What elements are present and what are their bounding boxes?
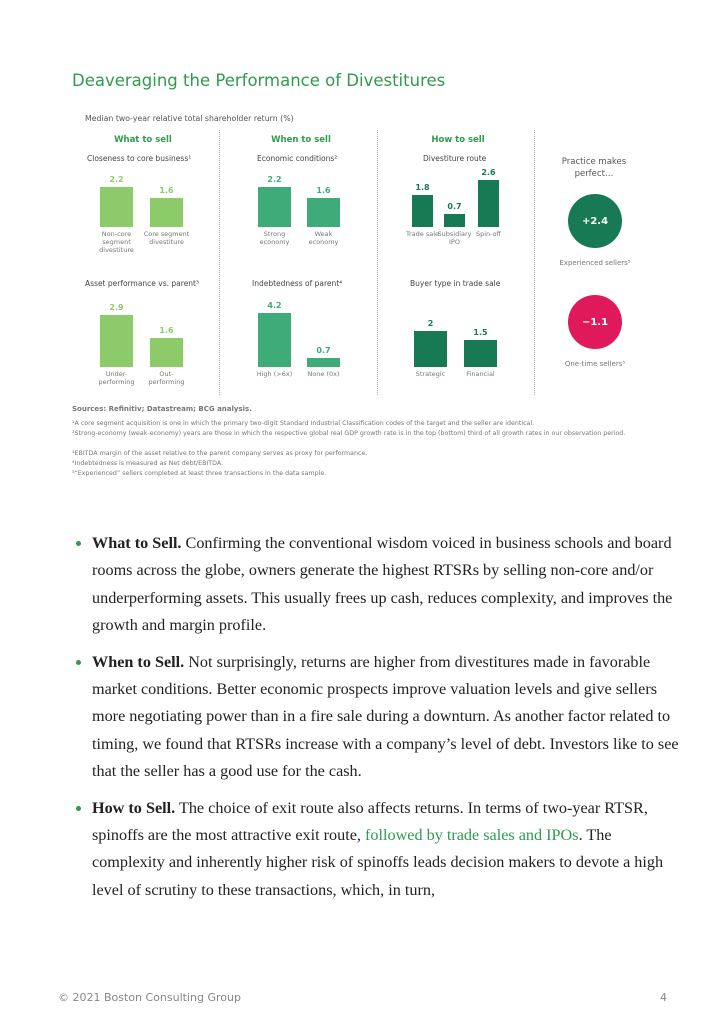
bullet-heading: When to Sell. bbox=[92, 652, 185, 671]
category-label: Weak economy bbox=[308, 230, 339, 246]
category-label: None (0x) bbox=[307, 370, 340, 378]
bar bbox=[307, 358, 340, 367]
bullet-heading: How to Sell. bbox=[92, 798, 176, 817]
value-label: 2.2 bbox=[109, 175, 124, 185]
category-label: Under-performing bbox=[98, 370, 135, 386]
bar bbox=[150, 198, 183, 227]
category-label: High (>6x) bbox=[256, 370, 293, 378]
bar bbox=[464, 340, 497, 367]
value-circle: +2.4 bbox=[568, 194, 622, 248]
value-circle: −1.1 bbox=[568, 295, 622, 349]
value-label: 0.7 bbox=[316, 346, 331, 355]
figure-subtitle: Median two-year relative total sharehold… bbox=[85, 114, 294, 123]
value-label: 1.6 bbox=[159, 186, 174, 196]
bullet-text: . The complexity and inherently higher r… bbox=[92, 826, 664, 899]
category-label: Strong economy bbox=[259, 230, 290, 246]
circle-label: Experienced sellers⁵ bbox=[559, 259, 631, 267]
category-label: Non-core segment divestiture bbox=[99, 230, 134, 254]
column-header: What to sell bbox=[114, 135, 172, 145]
sources: Sources: Refinitiv; Datastream; BCG anal… bbox=[72, 405, 252, 413]
footnote: ⁴Indebtedness is measured as Net debt/EB… bbox=[72, 460, 224, 467]
column-header: When to sell bbox=[271, 135, 331, 145]
practice-title: Practice makes perfect… bbox=[561, 157, 627, 179]
category-label: Out-performing bbox=[148, 370, 185, 386]
value-label: 2.2 bbox=[267, 175, 282, 185]
panel-title: Buyer type in trade sale bbox=[410, 279, 501, 288]
bar bbox=[414, 331, 447, 367]
footnote: ¹A core segment acquisition is one in wh… bbox=[72, 420, 535, 427]
bar bbox=[100, 314, 133, 367]
link[interactable]: followed by trade sales and IPOs bbox=[365, 826, 579, 845]
footnote: ³EBITDA margin of the asset relative to … bbox=[72, 450, 368, 457]
value-label: 1.6 bbox=[316, 186, 331, 196]
bar bbox=[412, 194, 433, 227]
value-label: 2.9 bbox=[109, 302, 124, 312]
category-label: Subsidiary IPO bbox=[437, 230, 472, 246]
bar bbox=[258, 313, 291, 367]
bullet: How to Sell. The choice of exit route al… bbox=[92, 795, 682, 905]
value-label: −1.1 bbox=[581, 316, 609, 328]
value-label: 4.2 bbox=[267, 301, 282, 310]
panel-title: Indebtedness of parent⁴ bbox=[252, 279, 343, 288]
bullet-list: What to Sell. Confirming the conventiona… bbox=[72, 530, 682, 913]
bar bbox=[444, 214, 465, 227]
category-label: Core segment divestiture bbox=[143, 230, 190, 246]
separator bbox=[534, 130, 535, 395]
bullet-text: Confirming the conventional wisdom voice… bbox=[92, 534, 673, 635]
value-label: 2.6 bbox=[481, 168, 496, 178]
separator bbox=[377, 130, 378, 395]
value-label: 1.6 bbox=[159, 326, 174, 336]
value-label: +2.4 bbox=[581, 215, 609, 227]
value-label: 1.5 bbox=[473, 328, 488, 337]
bar bbox=[307, 198, 340, 227]
category-label: Strategic bbox=[415, 370, 446, 378]
panel-title: Divestiture route bbox=[423, 154, 487, 163]
panel-title: Asset performance vs. parent³ bbox=[85, 279, 200, 288]
bar bbox=[150, 338, 183, 367]
value-label: 2 bbox=[427, 319, 434, 328]
panel-title: Economic conditions² bbox=[257, 154, 338, 163]
page-number: 4 bbox=[660, 991, 667, 1004]
figure-title: Deaveraging the Performance of Divestitu… bbox=[72, 71, 446, 90]
circle-label: One-time sellers⁵ bbox=[564, 360, 626, 368]
bullet: What to Sell. Confirming the conventiona… bbox=[92, 530, 682, 640]
bullet-heading: What to Sell. bbox=[92, 534, 182, 552]
footnote: ⁵“Experienced” sellers completed at leas… bbox=[72, 470, 327, 477]
bar bbox=[478, 180, 499, 227]
bullet-text: The choice of exit route also affects re… bbox=[92, 798, 648, 845]
bullet-text: Not surprisingly, returns are higher fro… bbox=[92, 652, 679, 781]
value-label: 1.8 bbox=[415, 182, 430, 192]
column-header: How to sell bbox=[431, 135, 485, 145]
value-label: 0.7 bbox=[447, 202, 462, 212]
separator bbox=[219, 130, 220, 395]
copyright: © 2021 Boston Consulting Group bbox=[58, 991, 241, 1004]
panel-title: Closeness to core business¹ bbox=[87, 154, 192, 163]
category-label: Financial bbox=[466, 370, 495, 378]
category-label: Spin-off bbox=[475, 230, 502, 238]
bar bbox=[258, 187, 291, 227]
category-label: Trade sale bbox=[405, 230, 440, 238]
bar bbox=[100, 187, 133, 227]
footnote: ²Strong-economy (weak-economy) years are… bbox=[72, 430, 626, 437]
bullet: When to Sell. Not surprisingly, returns … bbox=[92, 649, 682, 786]
